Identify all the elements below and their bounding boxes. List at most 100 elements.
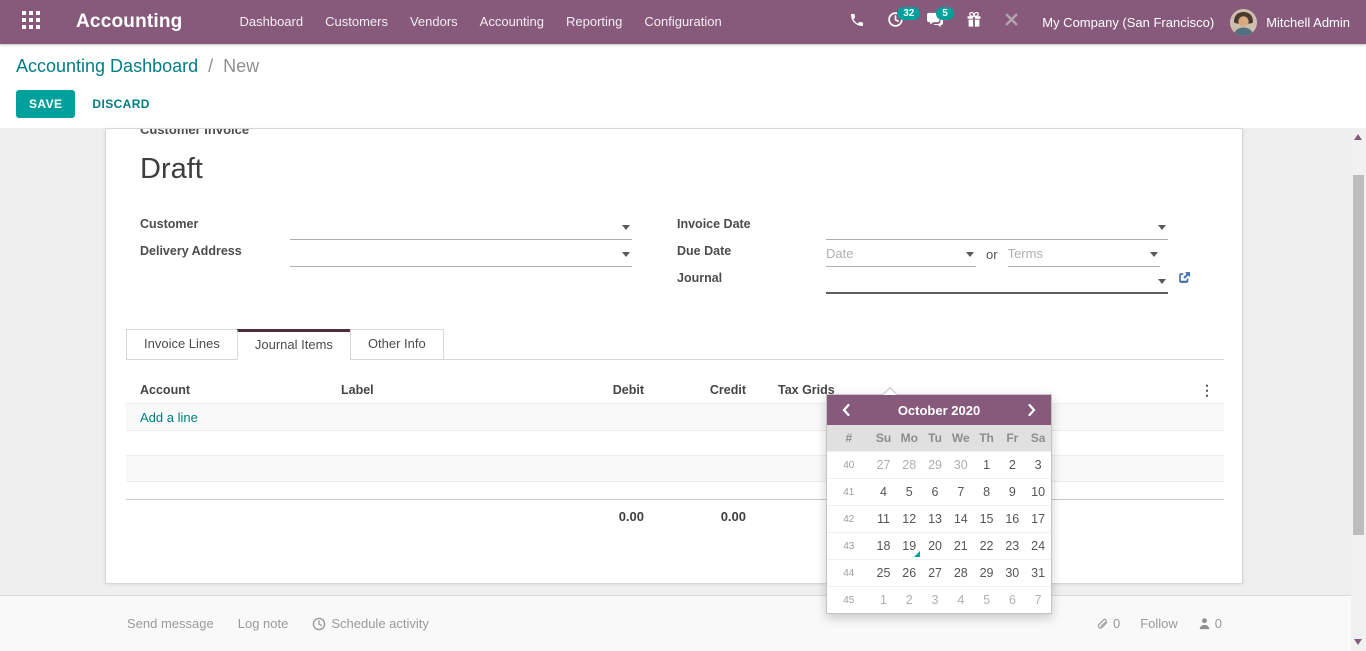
user-menu[interactable]: Mitchell Admin bbox=[1230, 8, 1350, 36]
calendar-day[interactable]: 4 bbox=[957, 593, 965, 607]
calendar-day[interactable]: 28 bbox=[902, 458, 917, 472]
menu-dashboard[interactable]: Dashboard bbox=[239, 14, 304, 29]
calendar-day-today[interactable]: 19 bbox=[896, 539, 922, 557]
calendar-day[interactable]: 30 bbox=[953, 458, 968, 472]
calendar-day[interactable]: 11 bbox=[877, 512, 890, 526]
invoice-date-dropdown-caret-icon[interactable] bbox=[1158, 225, 1166, 230]
calendar-day[interactable]: 1 bbox=[880, 593, 887, 607]
calendar-day[interactable]: 10 bbox=[1031, 485, 1046, 499]
calendar-day[interactable]: 6 bbox=[1008, 593, 1016, 607]
calendar-day[interactable]: 14 bbox=[953, 512, 968, 526]
debug-tools-button[interactable] bbox=[993, 0, 1030, 44]
company-switcher[interactable]: My Company (San Francisco) bbox=[1042, 14, 1215, 30]
delivery-address-input[interactable] bbox=[290, 241, 632, 266]
previous-month-button[interactable] bbox=[836, 395, 856, 425]
calendar-day[interactable]: 26 bbox=[902, 566, 917, 580]
menu-reporting[interactable]: Reporting bbox=[566, 14, 623, 29]
calendar-day[interactable]: 6 bbox=[931, 485, 939, 499]
calendar-day[interactable]: 12 bbox=[902, 512, 917, 526]
calendar-day[interactable]: 18 bbox=[876, 539, 891, 553]
datepicker-month-title[interactable]: October 2020 bbox=[897, 402, 981, 418]
menu-vendors[interactable]: Vendors bbox=[409, 14, 458, 29]
calendar-day[interactable]: 2 bbox=[1008, 458, 1016, 472]
app-title[interactable]: Accounting bbox=[76, 11, 183, 32]
due-date-input[interactable] bbox=[826, 241, 976, 266]
scrollbar-down-arrow-icon[interactable] bbox=[1354, 639, 1362, 645]
breadcrumb-parent-link[interactable]: Accounting Dashboard bbox=[16, 56, 199, 76]
messages-button[interactable]: 5 bbox=[915, 0, 955, 44]
calendar-day[interactable]: 24 bbox=[1031, 539, 1046, 553]
schedule-activity-button[interactable]: Schedule activity bbox=[312, 616, 429, 631]
menu-customers[interactable]: Customers bbox=[325, 14, 388, 29]
chevron-left-icon bbox=[842, 404, 850, 416]
customer-input[interactable] bbox=[290, 214, 632, 239]
calendar-day[interactable]: 30 bbox=[1005, 566, 1020, 580]
user-name: Mitchell Admin bbox=[1266, 14, 1350, 30]
calendar-day[interactable]: 27 bbox=[928, 566, 942, 580]
calendar-day[interactable]: 5 bbox=[983, 593, 991, 607]
invoice-date-input[interactable] bbox=[826, 214, 1168, 239]
log-note-button[interactable]: Log note bbox=[237, 616, 289, 631]
calendar-day[interactable]: 16 bbox=[1005, 512, 1020, 526]
calendar-day[interactable]: 3 bbox=[1034, 458, 1042, 472]
calendar-day[interactable]: 1 bbox=[983, 458, 991, 472]
calendar-day[interactable]: 29 bbox=[979, 566, 994, 580]
tab-journal-items[interactable]: Journal Items bbox=[236, 329, 351, 360]
journal-label: Journal bbox=[677, 271, 723, 285]
customer-dropdown-caret-icon[interactable] bbox=[622, 225, 630, 230]
scrollbar-thumb[interactable] bbox=[1353, 175, 1364, 535]
column-header-credit[interactable]: Credit bbox=[709, 383, 746, 397]
menu-configuration[interactable]: Configuration bbox=[644, 14, 722, 29]
follow-button[interactable]: Follow bbox=[1140, 616, 1178, 631]
calendar-day[interactable]: 31 bbox=[1031, 566, 1046, 580]
calendar-day[interactable]: 22 bbox=[979, 539, 994, 553]
rewards-button[interactable] bbox=[955, 0, 993, 44]
delivery-address-dropdown-caret-icon[interactable] bbox=[622, 252, 630, 257]
calendar-day[interactable]: 4 bbox=[880, 485, 887, 499]
calendar-day[interactable]: 13 bbox=[928, 512, 942, 526]
journal-input[interactable] bbox=[826, 268, 1168, 292]
journal-dropdown-caret-icon[interactable] bbox=[1158, 279, 1166, 284]
next-month-button[interactable] bbox=[1022, 395, 1042, 425]
save-button[interactable]: SAVE bbox=[16, 90, 76, 118]
calendar-day[interactable]: 17 bbox=[1031, 512, 1046, 526]
calendar-day[interactable]: 23 bbox=[1005, 539, 1020, 553]
calendar-day[interactable]: 15 bbox=[979, 512, 994, 526]
activities-button[interactable]: 32 bbox=[876, 0, 921, 44]
calendar-day[interactable]: 28 bbox=[953, 566, 968, 580]
calendar-day[interactable]: 20 bbox=[928, 539, 942, 553]
calendar-day[interactable]: 7 bbox=[1034, 593, 1042, 607]
attachments-button[interactable]: 0 bbox=[1095, 616, 1120, 631]
column-header-label[interactable]: Label bbox=[341, 383, 374, 397]
calendar-day[interactable]: 5 bbox=[905, 485, 913, 499]
calendar-day[interactable]: 9 bbox=[1008, 485, 1016, 499]
due-date-dropdown-caret-icon[interactable] bbox=[966, 252, 974, 257]
payment-terms-dropdown-caret-icon[interactable] bbox=[1149, 252, 1158, 257]
calendar-day[interactable]: 27 bbox=[876, 458, 891, 472]
add-a-line-link[interactable]: Add a line bbox=[140, 409, 198, 425]
column-header-tax-grids[interactable]: Tax Grids bbox=[778, 383, 835, 397]
calendar-day[interactable]: 2 bbox=[905, 593, 913, 607]
calendar-day[interactable]: 29 bbox=[928, 458, 942, 472]
send-message-button[interactable]: Send message bbox=[127, 616, 214, 631]
journal-external-link-button[interactable] bbox=[1176, 270, 1191, 290]
column-header-account[interactable]: Account bbox=[140, 383, 190, 397]
scrollbar-up-arrow-icon[interactable] bbox=[1354, 134, 1362, 140]
optional-columns-kebab-icon[interactable]: ⋮ bbox=[1200, 381, 1214, 398]
voip-phone-button[interactable] bbox=[838, 0, 876, 44]
menu-accounting[interactable]: Accounting bbox=[479, 14, 544, 29]
tab-other-info[interactable]: Other Info bbox=[349, 329, 444, 360]
payment-terms-input[interactable] bbox=[1007, 241, 1160, 266]
tab-invoice-lines[interactable]: Invoice Lines bbox=[126, 329, 238, 360]
calendar-day[interactable]: 25 bbox=[876, 566, 891, 580]
calendar-day[interactable]: 3 bbox=[931, 593, 939, 607]
calendar-day[interactable]: 21 bbox=[953, 539, 968, 553]
discard-button[interactable]: DISCARD bbox=[92, 97, 150, 111]
followers-button[interactable]: 0 bbox=[1198, 616, 1222, 631]
apps-menu-button[interactable] bbox=[14, 0, 48, 44]
apps-grid-icon bbox=[22, 10, 40, 34]
activity-count-badge: 32 bbox=[897, 7, 921, 20]
calendar-day[interactable]: 8 bbox=[983, 485, 991, 499]
column-header-debit[interactable]: Debit bbox=[612, 383, 644, 397]
calendar-day[interactable]: 7 bbox=[957, 485, 965, 499]
